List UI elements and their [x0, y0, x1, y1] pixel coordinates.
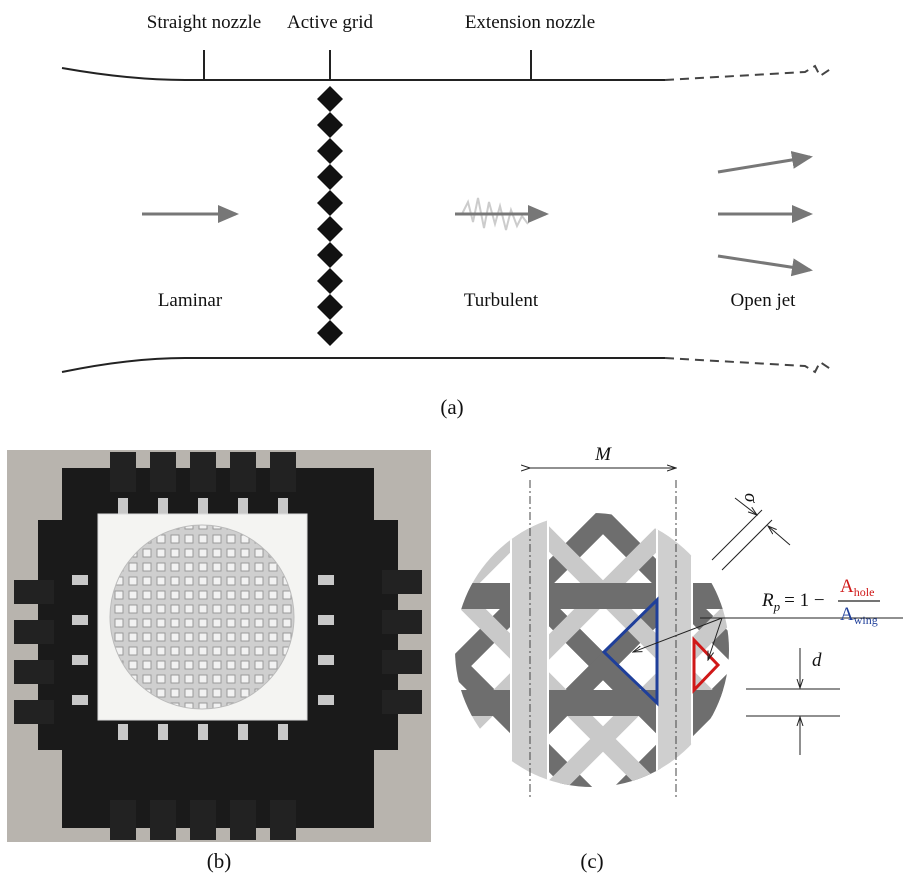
text-part: wing — [854, 613, 878, 627]
flow-arrow — [718, 157, 810, 172]
text-part: A — [840, 604, 854, 625]
bottom-wall — [62, 358, 665, 372]
dimension-label: d — [812, 650, 822, 671]
top-wall — [62, 68, 665, 80]
formula: Rp= 1 − Ahole Awing — [761, 576, 880, 627]
label: Active grid — [287, 12, 374, 33]
caption: (a) — [440, 395, 463, 419]
panel-a: Straight nozzle Active grid Extension no… — [62, 12, 832, 419]
formula-text: Rp= 1 − — [761, 590, 825, 614]
text-part: = 1 − — [784, 590, 824, 611]
bottom-wall-open — [665, 358, 832, 372]
label: Extension nozzle — [465, 12, 595, 33]
caption: (c) — [580, 849, 603, 873]
text-part: p — [773, 599, 781, 614]
flow-arrow — [718, 256, 810, 270]
label: Turbulent — [464, 290, 539, 311]
text-part: A — [840, 576, 854, 597]
dimension — [712, 510, 762, 560]
dimension — [768, 526, 790, 545]
label: Open jet — [731, 290, 797, 311]
dimension — [722, 520, 772, 570]
formula-text: Ahole — [840, 576, 874, 599]
dimension-label: σ — [740, 493, 761, 503]
label: Laminar — [158, 290, 223, 311]
figure: Straight nozzle Active grid Extension no… — [0, 0, 905, 877]
text-part: hole — [854, 585, 875, 599]
panel-b-photo: (b) — [7, 450, 431, 873]
grid-diamonds — [317, 86, 343, 346]
panel-c: M σ d Rp= 1 − Ahole Awing (c) — [450, 444, 903, 873]
dimension-label: M — [594, 444, 612, 465]
label: Straight nozzle — [147, 12, 262, 33]
grid-schematic — [450, 510, 749, 812]
top-wall-open — [665, 66, 832, 80]
caption: (b) — [207, 849, 232, 873]
text-part: R — [761, 590, 774, 611]
formula-text: Awing — [840, 604, 878, 627]
